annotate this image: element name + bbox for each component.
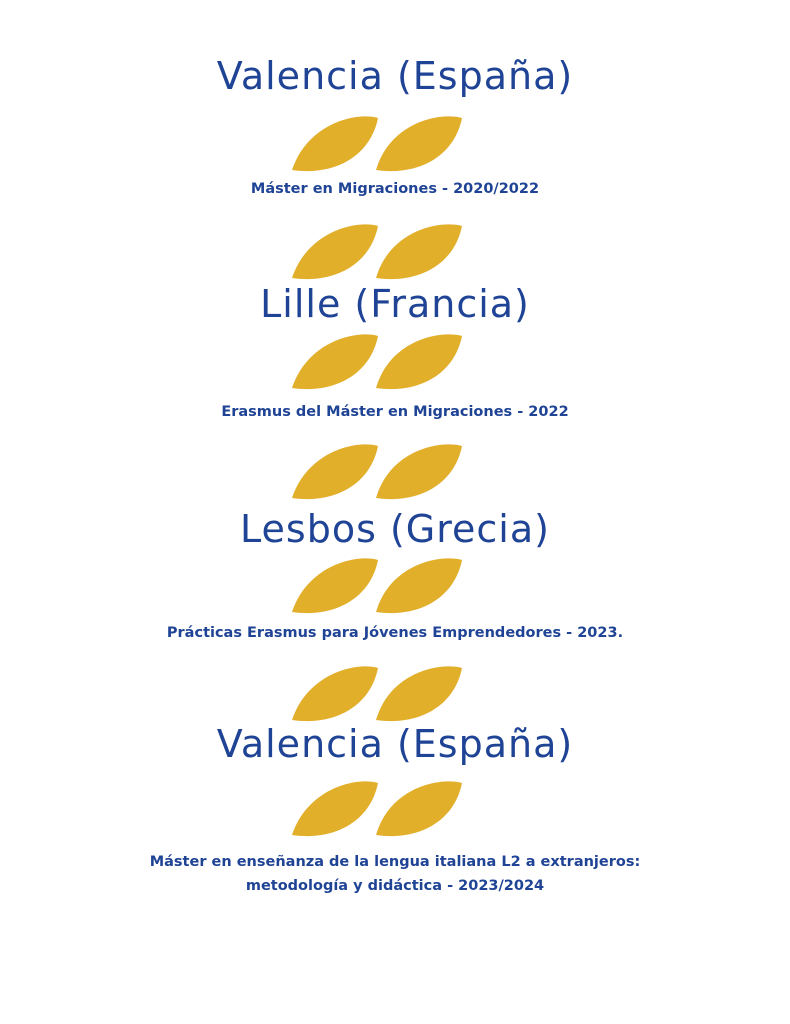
city-heading: Lille (Francia) <box>260 282 530 326</box>
gold-double-leaf-icon <box>290 552 465 618</box>
gold-double-leaf-icon <box>290 218 465 284</box>
city-heading: Valencia (España) <box>216 54 574 98</box>
program-detail-line: Máster en enseñanza de la lengua italian… <box>149 854 641 870</box>
program-detail-line: Máster en Migraciones - 2020/2022 <box>250 181 540 197</box>
program-detail-line: metodología y didáctica - 2023/2024 <box>245 878 545 894</box>
gold-double-leaf-icon <box>290 438 465 504</box>
gold-double-leaf-icon <box>290 660 465 726</box>
gold-double-leaf-icon <box>290 110 465 176</box>
gold-double-leaf-icon <box>290 328 465 394</box>
program-detail-line: Erasmus del Máster en Migraciones - 2022 <box>221 404 569 420</box>
city-heading: Valencia (España) <box>216 722 574 766</box>
gold-double-leaf-icon <box>290 775 465 841</box>
city-heading: Lesbos (Grecia) <box>240 507 550 551</box>
program-detail-line: Prácticas Erasmus para Jóvenes Emprended… <box>166 625 624 641</box>
